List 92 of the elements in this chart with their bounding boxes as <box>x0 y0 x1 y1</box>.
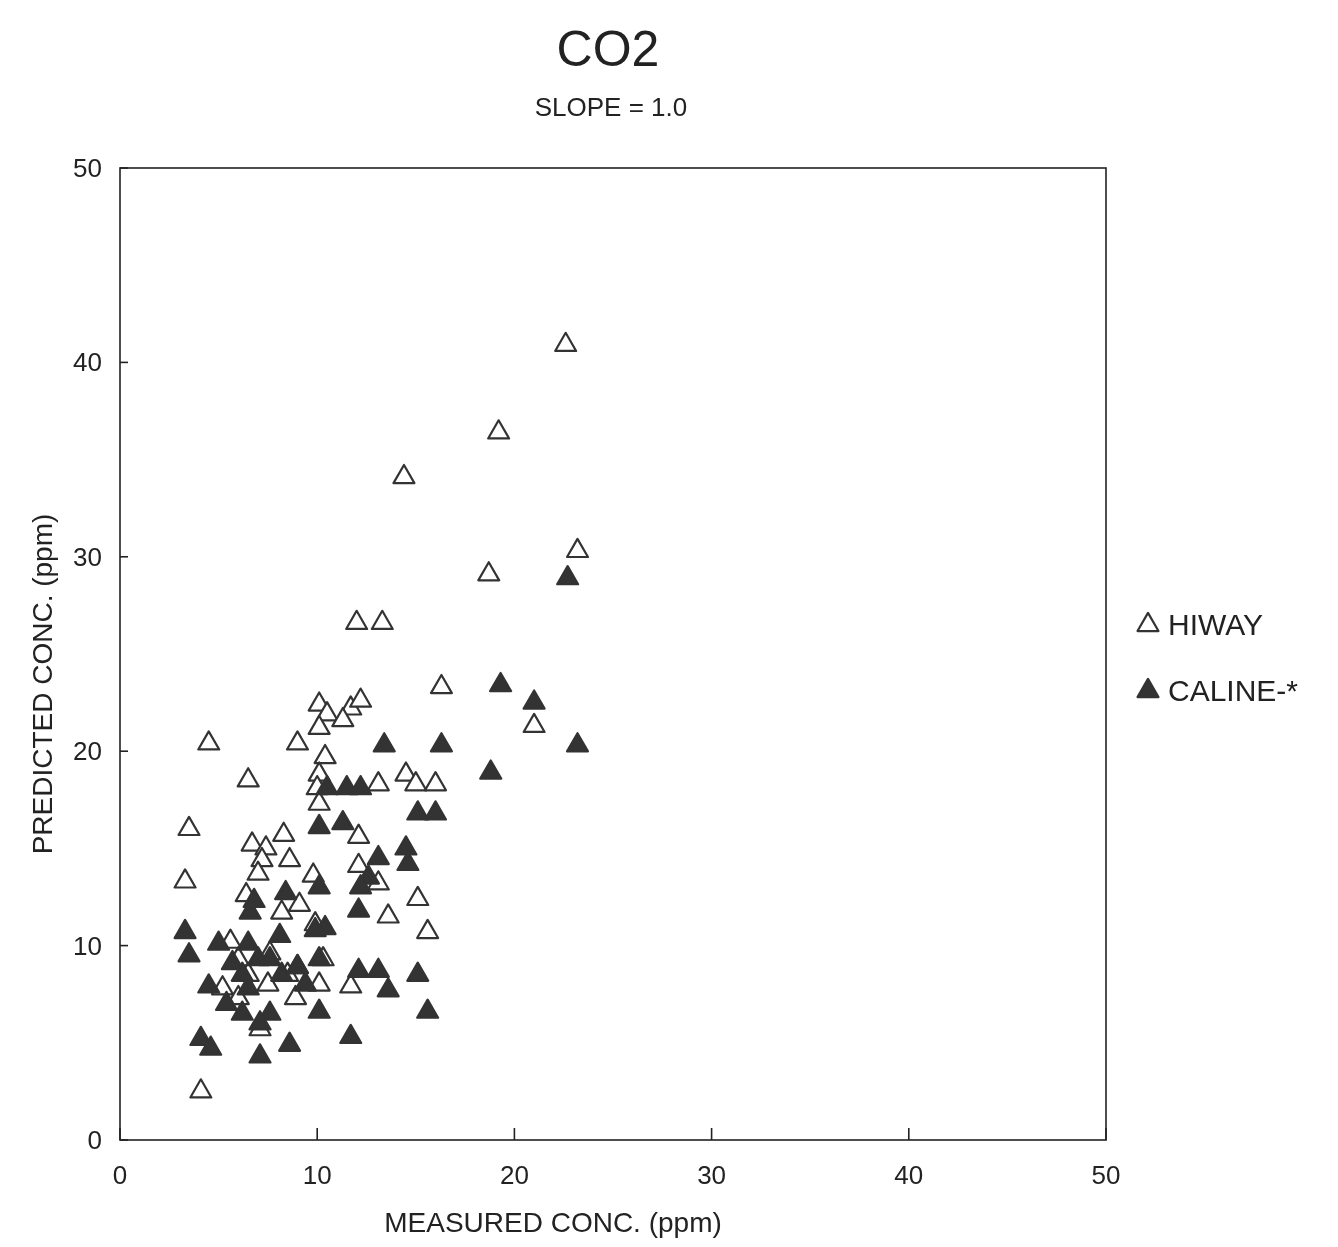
point <box>197 973 221 994</box>
point <box>258 946 282 967</box>
point <box>522 712 546 734</box>
point <box>406 800 430 821</box>
point <box>307 874 331 895</box>
chart-subtitle: SLOPE = 1.0 <box>534 92 688 122</box>
x-tick-label: 40 <box>894 1160 924 1190</box>
point <box>283 984 308 1006</box>
point <box>376 977 400 998</box>
y-tick-label: 0 <box>87 1125 102 1155</box>
point <box>177 815 201 837</box>
x-tick-label: 10 <box>302 1160 332 1190</box>
point <box>197 730 221 751</box>
point <box>256 971 280 992</box>
point <box>477 561 501 582</box>
point <box>268 922 292 944</box>
point <box>349 874 373 895</box>
point <box>199 1035 223 1056</box>
point <box>423 800 448 821</box>
point <box>287 891 312 912</box>
point <box>429 673 454 695</box>
point <box>285 730 310 751</box>
y-tick-label: 50 <box>73 153 102 183</box>
point <box>307 813 331 835</box>
point <box>347 823 371 844</box>
point <box>479 759 503 780</box>
point <box>270 899 294 920</box>
point <box>236 767 260 788</box>
point <box>565 537 590 559</box>
x-tick-label: 20 <box>499 1160 529 1190</box>
point <box>429 732 454 753</box>
x-tick-label: 50 <box>1091 1160 1121 1190</box>
point <box>376 903 400 924</box>
point <box>230 1000 254 1021</box>
point <box>315 774 339 796</box>
point <box>339 1023 363 1045</box>
point <box>347 957 371 979</box>
point <box>236 930 260 951</box>
point <box>556 564 580 586</box>
point <box>370 609 394 631</box>
x-axis-title: MEASURED CONC. (ppm) <box>384 1207 722 1238</box>
point <box>416 998 440 1019</box>
point <box>214 990 239 1012</box>
point <box>248 1010 272 1031</box>
point <box>404 771 428 792</box>
point <box>173 918 197 940</box>
y-tick-label: 40 <box>73 347 102 378</box>
point <box>366 957 390 979</box>
point <box>207 930 231 951</box>
point <box>331 706 355 728</box>
point <box>394 835 418 856</box>
point <box>189 1078 213 1099</box>
point <box>278 846 302 868</box>
point <box>423 771 448 792</box>
point <box>487 419 511 440</box>
y-axis-title: PREDICTED CONC. (ppm) <box>27 513 58 855</box>
point <box>416 918 440 940</box>
chart-title: CO2 <box>556 21 660 77</box>
point <box>347 897 371 918</box>
point <box>366 771 390 792</box>
point <box>293 971 317 992</box>
point <box>270 961 294 982</box>
point <box>406 885 430 907</box>
point <box>372 732 396 753</box>
point <box>406 961 430 982</box>
point <box>522 689 546 710</box>
point <box>272 821 296 842</box>
y-tick-label: 20 <box>73 736 102 767</box>
point <box>392 463 416 485</box>
point <box>248 1043 272 1064</box>
point <box>313 743 337 765</box>
point <box>345 609 369 631</box>
point <box>307 714 331 736</box>
point <box>331 809 355 831</box>
point <box>307 998 331 1019</box>
point <box>349 774 373 796</box>
x-tick-label: 30 <box>697 1160 727 1190</box>
point <box>565 732 590 753</box>
y-tick-label: 30 <box>73 541 102 572</box>
point <box>349 687 373 708</box>
point <box>246 860 270 881</box>
x-tick-label: 0 <box>112 1160 128 1190</box>
y-tick-label: 10 <box>73 930 102 961</box>
legend-label: HIWAY <box>1168 608 1263 641</box>
point <box>177 942 201 963</box>
point <box>489 671 513 693</box>
point <box>274 879 298 901</box>
point <box>278 1031 302 1052</box>
legend-label: CALINE-* <box>1168 674 1299 707</box>
point <box>173 868 197 889</box>
point <box>366 844 390 866</box>
point <box>554 331 578 353</box>
